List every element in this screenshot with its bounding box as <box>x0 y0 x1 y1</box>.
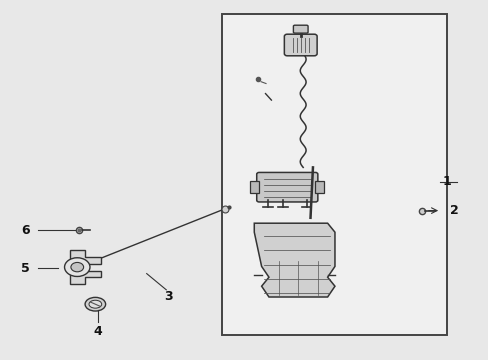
Text: 2: 2 <box>449 204 458 217</box>
Text: 4: 4 <box>93 325 102 338</box>
FancyBboxPatch shape <box>284 34 316 56</box>
Polygon shape <box>70 250 101 284</box>
Circle shape <box>64 258 90 276</box>
Circle shape <box>71 262 83 272</box>
Ellipse shape <box>85 297 105 311</box>
FancyBboxPatch shape <box>256 172 317 202</box>
Text: 3: 3 <box>164 291 173 303</box>
Text: 5: 5 <box>21 262 30 275</box>
FancyBboxPatch shape <box>293 25 307 33</box>
Text: 1: 1 <box>442 175 451 188</box>
Bar <box>315 181 324 193</box>
Polygon shape <box>254 223 334 297</box>
Bar <box>250 181 259 193</box>
Text: 6: 6 <box>21 224 30 237</box>
Ellipse shape <box>89 300 102 308</box>
Bar <box>222 14 447 335</box>
